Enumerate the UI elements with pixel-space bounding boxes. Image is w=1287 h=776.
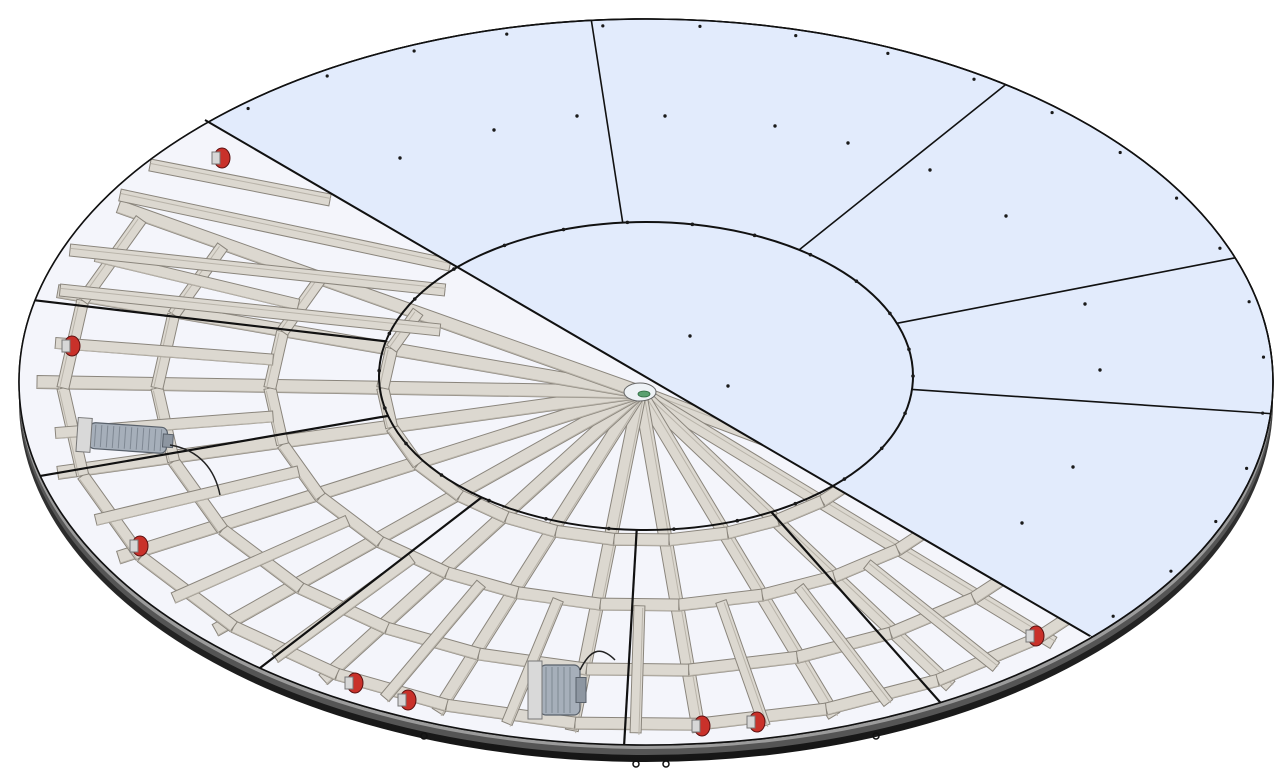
caster-wheel <box>129 535 149 557</box>
drive-motor <box>75 416 174 454</box>
caster-wheels <box>61 147 1045 737</box>
caster-wheel <box>61 335 81 357</box>
panel-seams <box>18 18 1274 746</box>
caster-wheel <box>211 147 231 169</box>
caster-wheel <box>1025 625 1045 647</box>
caster-wheel <box>344 672 364 694</box>
drive-motor <box>527 660 587 720</box>
caster-wheel <box>746 711 766 733</box>
caster-wheel <box>691 715 711 737</box>
inner-disc-panel <box>458 222 913 486</box>
drive-motors <box>75 382 657 720</box>
fastener-holes <box>246 24 1266 768</box>
caster-wheel <box>397 689 417 711</box>
